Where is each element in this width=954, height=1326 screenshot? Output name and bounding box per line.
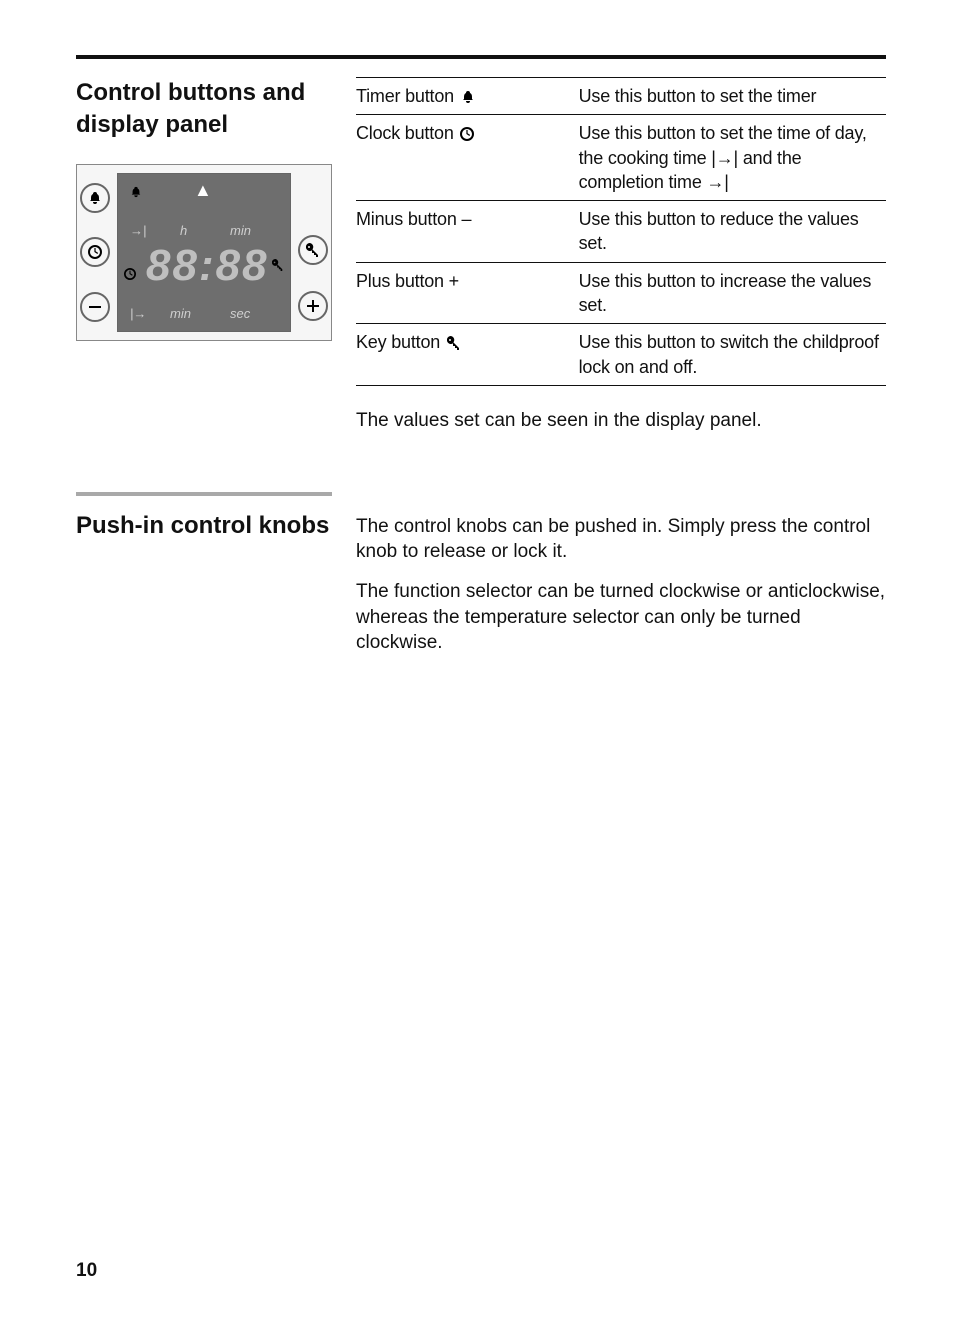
screen-up-icon: ▲ — [194, 178, 212, 202]
screen-clock-icon — [124, 262, 136, 286]
button-desc: Use this button to set the timer — [579, 78, 886, 115]
display-panel-illustration: ▲ →| h min 88:88 |→ min sec — [76, 164, 332, 341]
section2-p1: The control knobs can be pushed in. Simp… — [356, 514, 886, 565]
minus-icon — [80, 292, 110, 322]
section1-footer-text: The values set can be seen in the displa… — [356, 408, 886, 434]
button-name: Timer button — [356, 78, 579, 115]
heading-push-in-knobs: Push-in control knobs — [76, 510, 332, 542]
screen-key-icon — [272, 258, 284, 276]
button-desc: Use this button to switch the childproof… — [579, 324, 886, 386]
table-row: Timer button Use this button to set the … — [356, 78, 886, 115]
button-name: Key button — [356, 324, 579, 386]
manual-page: Control buttons and display panel ▲ →| h… — [0, 0, 954, 1326]
screen-arrow-icon: →| — [130, 222, 146, 240]
screen-arrow2-icon: |→ — [130, 305, 146, 323]
button-desc: Use this button to set the time of day, … — [579, 115, 886, 201]
key-icon — [298, 235, 328, 265]
button-desc: Use this button to reduce the values set… — [579, 201, 886, 263]
table-row: Key button Use this button to switch the… — [356, 324, 886, 386]
button-name: Clock button — [356, 115, 579, 201]
screen-min2-label: min — [170, 305, 191, 323]
section-push-in-knobs: Push-in control knobs The control knobs … — [76, 510, 886, 656]
table-row: Plus button + Use this button to increas… — [356, 262, 886, 324]
button-spec-table: Timer button Use this button to set the … — [356, 77, 886, 386]
table-row: Clock button Use this button to set the … — [356, 115, 886, 201]
table-row: Minus button – Use this button to reduce… — [356, 201, 886, 263]
heading-control-buttons: Control buttons and display panel — [76, 77, 332, 142]
button-desc: Use this button to increase the values s… — [579, 262, 886, 324]
screen-bell-icon — [130, 180, 142, 204]
bell-icon — [80, 183, 110, 213]
bell-icon — [461, 90, 475, 104]
button-name: Minus button – — [356, 201, 579, 263]
clock-icon — [460, 127, 474, 141]
section-rule — [76, 492, 332, 496]
screen-sec-label: sec — [230, 305, 250, 323]
section2-p2: The function selector can be turned cloc… — [356, 579, 886, 656]
clock-icon — [80, 237, 110, 267]
top-rule — [76, 55, 886, 59]
key-icon — [447, 336, 461, 350]
screen-digits: 88:88 — [146, 236, 269, 295]
button-name: Plus button + — [356, 262, 579, 324]
page-number: 10 — [76, 1258, 97, 1284]
plus-icon — [298, 291, 328, 321]
lcd-screen: ▲ →| h min 88:88 |→ min sec — [117, 173, 291, 332]
section-control-buttons: Control buttons and display panel ▲ →| h… — [76, 77, 886, 434]
